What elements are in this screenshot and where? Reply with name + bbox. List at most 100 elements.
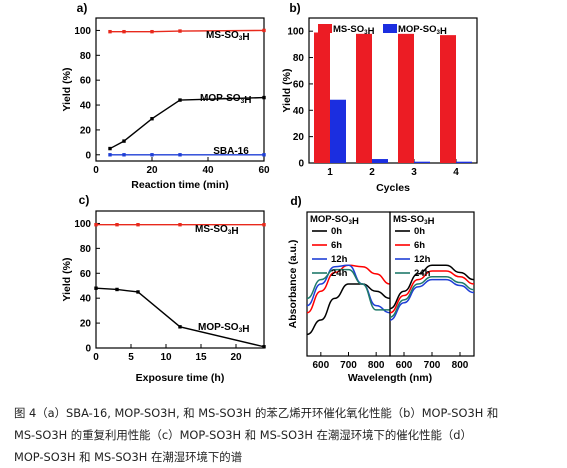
panel-b-bar-mop-so3h	[456, 161, 472, 163]
panel-a-series-sba-16-point	[150, 153, 154, 157]
panel-c-letter: c)	[79, 193, 90, 207]
panel-a-xtick-label: 20	[146, 165, 158, 176]
panel-c-series-mop-so3h-point	[94, 286, 98, 290]
panel-b-ytick-label: 0	[298, 159, 304, 170]
panel-a-series-ms-so3h-point	[262, 28, 266, 33]
panel-d-sub2-legend-label-12h: 12h	[414, 254, 431, 265]
panel-c-series-ms-so3h-point	[262, 223, 266, 227]
panel-d-sub1-curve-0h	[306, 283, 391, 336]
panel-a-ytick-label: 20	[80, 125, 92, 136]
panel-b-xtick-label: 2	[369, 167, 375, 178]
panel-d-sub1-title: MOP-SO3H	[310, 214, 359, 227]
panel-a-xtick-label: 60	[258, 165, 270, 176]
panel-d-sub1-xtick-label: 600	[312, 360, 329, 371]
panel-a-series-sba-16-point	[262, 153, 266, 157]
panel-a-series-mop-so3h-point	[150, 117, 154, 121]
panel-b-ytick-label: 40	[293, 106, 305, 117]
panel-d-sub2-legend-label-0h: 0h	[414, 226, 425, 237]
panel-b-ylabel: Yield (%)	[281, 69, 293, 113]
panel-b-ytick-label: 60	[293, 79, 305, 90]
panel-c-plot-area	[95, 210, 265, 349]
panel-d-sub1-legend-label-24h: 24h	[331, 268, 348, 279]
panel-a-series-mop-so3h-point	[108, 146, 112, 151]
panel-a-series-ms-so3h-point	[178, 29, 182, 33]
panel-d-sub1-legend-label-6h: 6h	[331, 240, 342, 251]
panel-d-xlabel: Wavelength (nm)	[348, 372, 432, 384]
panel-a-ytick-label: 80	[80, 51, 92, 62]
panel-a-ytick-label: 40	[80, 101, 92, 112]
panel-b-ytick-label: 100	[287, 27, 304, 38]
panel-b-bar-ms-so3h	[314, 32, 330, 163]
panel-a-label-ms-so3h: MS-SO3H	[206, 30, 250, 43]
panel-d-sub2-legend-label-24h: 24h	[414, 268, 431, 279]
panel-a-xtick-label: 40	[202, 165, 214, 176]
panel-c-series-mop-so3h-point	[262, 345, 266, 349]
panel-a-series-ms-so3h-line	[110, 29, 265, 33]
panel-b-xlabel: Cycles	[376, 182, 410, 194]
panel-b-bar-mop-so3h	[414, 161, 430, 163]
panel-c-xtick-label: 10	[160, 352, 172, 363]
panel-c-xtick-label: 0	[93, 352, 99, 363]
panel-a-series-mop-so3h-point	[122, 139, 126, 143]
panel-c-ytick-label: 100	[74, 219, 91, 230]
panel-c-series-ms-so3h-point	[136, 223, 140, 227]
panel-b-plot-area	[308, 17, 478, 164]
panel-d-sub2-curve-24h	[389, 276, 475, 318]
panel-c-ytick-label: 20	[80, 319, 92, 330]
panel-c-xtick-label: 20	[230, 352, 242, 363]
panel-c-label-mop-so3h: MOP-SO3H	[198, 322, 249, 335]
panel-d-sub2-xtick-label: 600	[396, 360, 413, 371]
panel-c-ytick-label: 80	[80, 244, 92, 255]
panel-a-series-sba-16-point	[122, 153, 126, 157]
panel-b-bar-ms-so3h	[356, 33, 372, 164]
panel-b-legend-swatch-mop-so3h	[383, 24, 397, 33]
panel-d-sub2-curve-0h	[389, 264, 475, 310]
panel-a-series-sba-16-point	[108, 153, 112, 157]
panel-a-series-sba-16-point	[178, 153, 182, 157]
panel-d-sub1-xtick-label: 800	[368, 360, 385, 371]
panel-c-series-ms-so3h-point	[115, 223, 119, 227]
panel-a-label-sba-16: SBA-16	[213, 146, 249, 157]
panel-c-xtick-label: 15	[195, 352, 207, 363]
panel-c-series-ms-so3h-point	[94, 223, 98, 227]
panel-d-sub1-curve-24h	[306, 268, 390, 311]
panel-a-letter: a)	[77, 1, 88, 15]
panel-b-bar-mop-so3h	[372, 159, 388, 163]
panel-a-xtick-label: 0	[93, 165, 99, 176]
panel-d-sub1-curve-12h	[306, 264, 391, 314]
panel-d-sub2-xtick-label: 700	[424, 360, 441, 371]
panel-c-ytick-label: 40	[80, 294, 92, 305]
panel-a-ylabel: Yield (%)	[61, 68, 73, 112]
panel-a-series-ms-so3h-point	[150, 29, 154, 34]
panel-a-series-ms-so3h-point	[122, 29, 126, 34]
panel-d-sub2-title: MS-SO3H	[393, 214, 435, 227]
panel-b-xtick-label: 4	[453, 167, 459, 178]
panel-a-series-ms-so3h-point	[108, 29, 112, 34]
panel-c-label-ms-so3h: MS-SO3H	[195, 224, 239, 237]
panel-d-letter: d)	[290, 194, 301, 208]
panel-d-ylabel: Absorbance (a.u.)	[287, 240, 299, 329]
panel-c-ytick-label: 0	[85, 344, 91, 355]
panel-d-sub2-curve-12h	[389, 278, 475, 321]
panel-b-xtick-label: 1	[327, 167, 333, 178]
panel-d-sub2-xtick-label: 800	[452, 360, 469, 371]
panel-c-xlabel: Exposure time (h)	[136, 372, 225, 384]
panel-a-series-mop-so3h-point	[262, 95, 266, 100]
panel-b-legend-label-ms-so3h: MS-SO3H	[333, 24, 375, 37]
panel-c-series-mop-so3h-point	[178, 325, 182, 329]
panel-b-ytick-label: 80	[293, 53, 305, 64]
caption-line-2: MS-SO3H 的重复利用性能（c）MOP-SO3H 和 MS-SO3H 在潮湿…	[14, 428, 472, 442]
panel-a-series-mop-so3h-line	[109, 96, 265, 150]
panel-c-xtick-label: 5	[128, 352, 134, 363]
panel-d-sub2-legend-label-6h: 6h	[414, 240, 425, 251]
panel-a-label-mop-so3h: MOP-SO3H	[200, 93, 251, 106]
panel-b-bar-ms-so3h	[440, 35, 456, 163]
panel-c-series-mop-so3h-point	[115, 287, 119, 292]
panel-c-ytick-label: 60	[80, 269, 92, 280]
panel-d-sub1-legend-label-0h: 0h	[331, 226, 342, 237]
panel-a-ytick-label: 100	[74, 26, 91, 37]
panel-b-xtick-label: 3	[411, 167, 417, 178]
panel-d-sub2-plot-area	[389, 211, 475, 357]
figure-caption: 图 4（a）SBA-16, MOP-SO3H, 和 MS-SO3H 的苯乙烯开环…	[14, 402, 559, 468]
